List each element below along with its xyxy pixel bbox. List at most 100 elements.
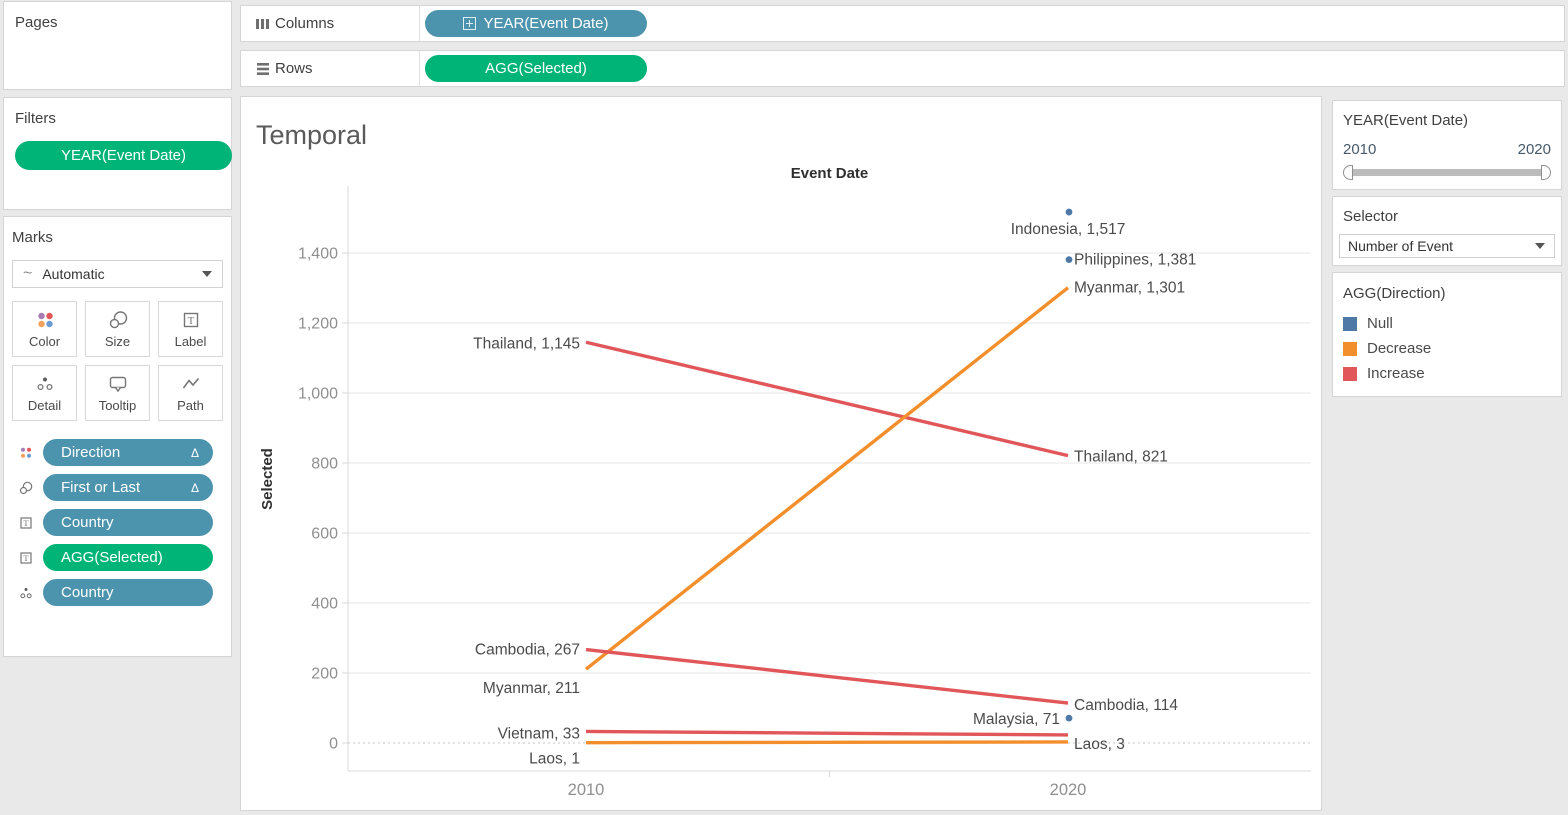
- marks-pill-country-2[interactable]: Country: [43, 579, 213, 606]
- pill-label: Country: [61, 514, 114, 531]
- legend-swatch-increase: [1343, 366, 1357, 381]
- legend-item-increase[interactable]: Increase: [1343, 365, 1551, 382]
- mark-type-value: Automatic: [42, 266, 105, 282]
- y-axis-tick-label: 800: [311, 456, 338, 473]
- detail-icon[interactable]: [18, 585, 34, 601]
- chart-line-vietnam[interactable]: [585, 729, 1069, 737]
- size-icon[interactable]: [18, 480, 34, 496]
- path-button-label: Path: [177, 398, 204, 413]
- year-range-labels: 2010 2020: [1343, 141, 1551, 158]
- chart-line-thailand[interactable]: [585, 340, 1069, 458]
- mark-label: Cambodia, 114: [1074, 697, 1178, 714]
- y-axis-tick-label: 400: [311, 596, 338, 613]
- selector-dropdown[interactable]: Number of Event: [1339, 234, 1555, 258]
- color-icon[interactable]: [18, 445, 34, 461]
- y-axis-tick-label: 0: [329, 736, 338, 753]
- mark-type-dropdown[interactable]: ~ Automatic: [12, 260, 223, 288]
- x-axis-tick-label: 2010: [568, 781, 605, 799]
- mark-label: Vietnam, 33: [498, 725, 580, 742]
- y-axis-tick-label: 1,200: [298, 316, 338, 333]
- size-button-label: Size: [104, 334, 131, 349]
- legend-items: Null Decrease Increase: [1343, 315, 1551, 382]
- selector-card: Selector Number of Event: [1332, 196, 1562, 266]
- detail-button[interactable]: Detail: [12, 365, 77, 421]
- rows-icon: [257, 62, 269, 75]
- year-range-max: 2020: [1517, 141, 1551, 158]
- chart-dot-malaysia[interactable]: [1065, 714, 1073, 722]
- mark-label: Laos, 1: [529, 751, 580, 768]
- y-axis-tick-label: 1,000: [298, 386, 338, 403]
- rows-pill-agg-selected[interactable]: AGG(Selected): [425, 55, 647, 82]
- y-axis-tick-label: 600: [311, 526, 338, 543]
- chart-line-myanmar[interactable]: [584, 286, 1070, 671]
- mark-label: Thailand, 1,145: [473, 335, 580, 352]
- mark-label: Malaysia, 71: [973, 711, 1060, 728]
- columns-shelf[interactable]: Columns YEAR(Event Date): [240, 5, 1565, 42]
- slider-handle-min[interactable]: [1343, 165, 1353, 180]
- slope-chart[interactable]: 0 200 400 600 800 1,000 1,200 1,400 2010 2020 Indo…: [241, 97, 1321, 810]
- pages-shelf[interactable]: Pages: [3, 1, 232, 90]
- delta-icon: Δ: [190, 445, 199, 460]
- detail-button-label: Detail: [27, 398, 62, 413]
- columns-icon: [256, 18, 269, 29]
- slider-handle-max[interactable]: [1541, 165, 1551, 180]
- legend-item-decrease[interactable]: Decrease: [1343, 340, 1551, 357]
- legend-item-null[interactable]: Null: [1343, 315, 1551, 332]
- chart-line-cambodia[interactable]: [585, 647, 1069, 705]
- chart-line-laos[interactable]: [585, 740, 1069, 745]
- pill-label: YEAR(Event Date): [483, 15, 609, 32]
- pill-row-first-or-last: First or Last Δ: [12, 474, 223, 501]
- year-range-slider[interactable]: [1343, 165, 1551, 180]
- marks-pill-country[interactable]: Country: [43, 509, 213, 536]
- expand-hierarchy-icon[interactable]: [463, 17, 477, 30]
- x-axis-title: Event Date: [791, 165, 869, 182]
- line-mark-icon: ~: [23, 265, 33, 282]
- mark-label: Philippines, 1,381: [1074, 252, 1196, 269]
- rows-shelf[interactable]: Rows AGG(Selected): [240, 50, 1565, 87]
- pill-label: Direction: [61, 444, 121, 461]
- label-button[interactable]: T Label: [158, 301, 223, 357]
- chevron-down-icon[interactable]: [1535, 243, 1545, 249]
- label-icon: T: [183, 312, 198, 328]
- y-axis-tick-label: 1,400: [298, 246, 338, 263]
- chevron-down-icon[interactable]: [202, 271, 212, 277]
- sheet-title: Temporal: [256, 120, 367, 150]
- color-button-label: Color: [28, 334, 61, 349]
- size-button[interactable]: Size: [85, 301, 150, 357]
- pill-label: First or Last: [61, 479, 141, 496]
- path-icon: [182, 377, 199, 389]
- worksheet-view[interactable]: 0 200 400 600 800 1,000 1,200 1,400 2010 2020 Indo…: [240, 96, 1322, 811]
- legend-label: Null: [1367, 315, 1393, 332]
- slider-track[interactable]: [1343, 169, 1551, 176]
- legend-title: AGG(Direction): [1343, 285, 1446, 302]
- shelf-divider: [419, 6, 420, 41]
- year-range-min: 2010: [1343, 141, 1377, 158]
- columns-label: Columns: [275, 15, 335, 32]
- color-button[interactable]: Color: [12, 301, 77, 357]
- marks-card: Marks ~ Automatic Color Size T Label: [3, 216, 232, 657]
- legend-label: Increase: [1367, 365, 1425, 382]
- path-button[interactable]: Path: [158, 365, 223, 421]
- marks-pill-agg-selected[interactable]: AGG(Selected): [43, 544, 213, 571]
- label-icon[interactable]: T: [18, 550, 34, 566]
- filters-shelf[interactable]: Filters YEAR(Event Date): [3, 97, 232, 210]
- columns-pill-year-event-date[interactable]: YEAR(Event Date): [425, 10, 647, 37]
- delta-icon: Δ: [190, 480, 199, 495]
- mark-label: Laos, 3: [1074, 736, 1125, 753]
- pill-row-agg-selected: T AGG(Selected): [12, 544, 223, 571]
- filter-pill-year-event-date[interactable]: YEAR(Event Date): [15, 141, 232, 170]
- chart-dot-indonesia[interactable]: [1065, 208, 1073, 216]
- chart-dot-philippines[interactable]: [1065, 256, 1073, 264]
- selector-value: Number of Event: [1348, 238, 1454, 254]
- marks-pill-direction[interactable]: Direction Δ: [43, 439, 213, 466]
- pill-row-country-label: T Country: [12, 509, 223, 536]
- pill-row-direction: Direction Δ: [12, 439, 223, 466]
- label-button-label: Label: [174, 334, 207, 349]
- x-axis-tick-label: 2020: [1050, 781, 1087, 799]
- tooltip-button[interactable]: Tooltip: [85, 365, 150, 421]
- label-icon[interactable]: T: [18, 515, 34, 531]
- pill-label: Country: [61, 584, 114, 601]
- marks-pill-list: Direction Δ First or Last Δ T Country: [12, 439, 223, 606]
- mark-label: Myanmar, 211: [483, 680, 580, 697]
- marks-pill-first-or-last[interactable]: First or Last Δ: [43, 474, 213, 501]
